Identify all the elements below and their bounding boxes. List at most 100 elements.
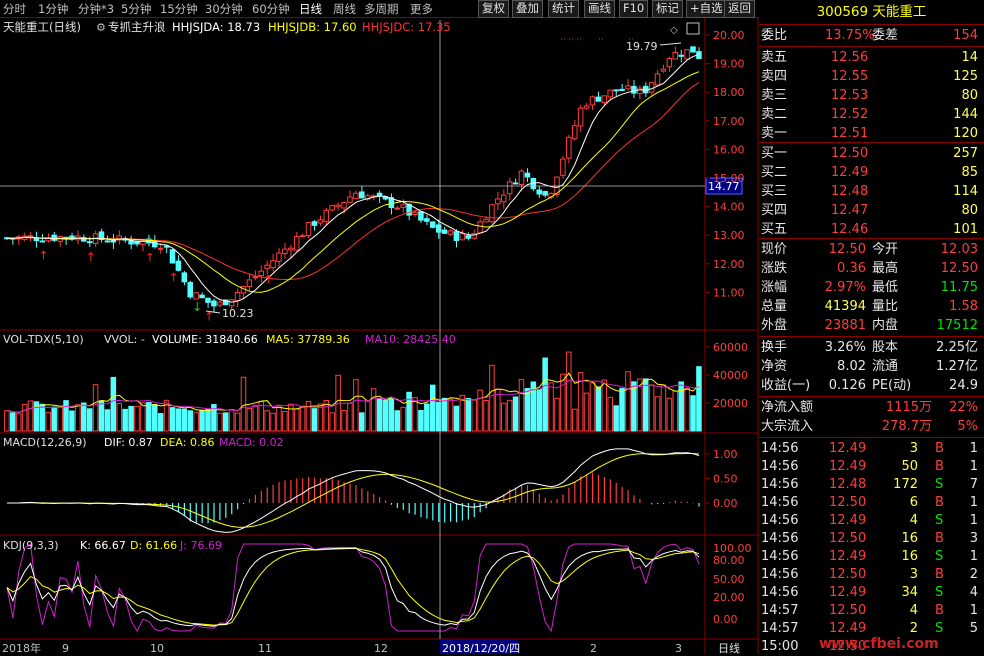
tf-5min[interactable]: 5分钟	[121, 2, 152, 16]
volume-bar	[282, 410, 288, 432]
stat-label: PE(动)	[872, 378, 912, 393]
volume-bar	[4, 410, 10, 432]
diamond-icon[interactable]: ◇	[670, 25, 678, 36]
back-button[interactable]: 返回	[724, 0, 755, 18]
chart-area[interactable]: ↑ ↑ ↑↑↓↑↑·· ·· ·· ·· ·· 14.77 天能重工(日线) ⚙ 专抓主升浪…	[0, 18, 759, 654]
tf-fenshi[interactable]: 分时	[3, 2, 26, 16]
tick-price: 12.50	[829, 531, 867, 546]
stat-value: 0.36	[837, 261, 866, 276]
stats-button[interactable]: 统计	[548, 0, 579, 18]
tf-daily[interactable]: 日线	[299, 2, 322, 16]
tf-60min[interactable]: 60分钟	[252, 2, 290, 16]
tick-row: 14:57 12.49 2 S 5	[759, 619, 984, 638]
tick-count: 7	[969, 477, 978, 492]
candle-body	[359, 191, 365, 199]
candle-body	[157, 247, 164, 250]
volume-bar	[518, 378, 525, 432]
vol-title[interactable]: VOL-TDX(5,10)	[3, 333, 84, 346]
tf-multi[interactable]: 多周期	[364, 2, 399, 16]
gear-icon[interactable]: ⚙	[96, 21, 106, 34]
fuquan-button[interactable]: 复权	[478, 0, 509, 18]
tick-side: B	[935, 441, 944, 456]
candle-body	[98, 231, 105, 240]
period-label[interactable]: 日线	[718, 641, 740, 654]
axis-label: 19.00	[713, 58, 745, 71]
tf-more[interactable]: 更多	[410, 2, 433, 16]
tf-30min[interactable]: 30分钟	[205, 2, 243, 16]
candle-body	[512, 182, 519, 185]
kdj-title[interactable]: KDJ(9,3,3)	[3, 539, 59, 552]
tf-3min[interactable]: 分钟*3	[78, 2, 115, 16]
indicator-name[interactable]: 专抓主升浪	[108, 20, 166, 34]
candle-body	[388, 197, 395, 209]
candle-body	[684, 49, 690, 60]
tf-15min[interactable]: 15分钟	[160, 2, 198, 16]
mark-button[interactable]: 标记	[652, 0, 683, 18]
candle-body	[566, 136, 572, 159]
ask-volume: 125	[953, 69, 978, 84]
vol-volume: VOLUME: 31840.66	[152, 333, 258, 346]
ask-row: 卖四 12.55 125	[759, 67, 984, 86]
stat-value: 17512	[936, 318, 978, 333]
tick-volume: 16	[901, 531, 918, 546]
volume-bar	[684, 387, 690, 432]
kdj-k-line	[6, 547, 700, 627]
stat-value: 12.03	[940, 242, 978, 257]
candle-body	[483, 218, 489, 223]
candle-body	[577, 107, 584, 127]
volume-bar	[15, 413, 22, 432]
volume-bar	[51, 406, 57, 432]
volume-bar	[359, 412, 365, 432]
candle-body	[258, 270, 264, 277]
volume-bar	[45, 411, 52, 432]
draw-button[interactable]: 画线	[584, 0, 615, 18]
f10-button[interactable]: F10	[619, 0, 649, 18]
volume-bar	[181, 408, 188, 432]
divider	[759, 24, 984, 25]
candle-body	[323, 209, 330, 223]
tick-row: 14:56 12.49 4 S 1	[759, 511, 984, 530]
kdj-k: K: 66.67	[80, 539, 126, 552]
kdj-d-line	[6, 547, 700, 626]
axis-label: 0.50	[713, 473, 738, 486]
candle-body	[51, 234, 57, 241]
ind-c-value: HHJSJDC: 17.35	[362, 20, 451, 34]
ask-row: 卖五 12.56 14	[759, 48, 984, 67]
kdj-j-line	[6, 543, 700, 633]
volume-bar	[500, 402, 507, 432]
candlestick-pane: ↑ ↑ ↑↑↓↑↑·· ·· ·· ·· ··	[4, 35, 702, 324]
ask-label: 卖一	[761, 126, 788, 141]
window-toggle-icon[interactable]	[686, 22, 700, 35]
weibi-value: 13.75%	[825, 28, 875, 43]
add-watch-button[interactable]: +自选	[686, 0, 727, 18]
candle-body	[429, 221, 436, 228]
stock-code-name[interactable]: 300569 天能重工	[816, 4, 927, 20]
axis-label: 15.00	[713, 172, 745, 185]
signal-dot: ··	[576, 35, 582, 45]
volume-pane	[4, 351, 702, 432]
tf-weekly[interactable]: 周线	[333, 2, 356, 16]
ask-price: 12.55	[831, 69, 869, 84]
ask-price: 12.56	[831, 50, 869, 65]
candle-body	[589, 96, 596, 106]
volume-bar	[530, 381, 537, 432]
volume-bar	[495, 388, 501, 432]
volume-bar	[187, 410, 193, 432]
macd-title[interactable]: MACD(12,26,9)	[3, 436, 87, 449]
stat-value: 24.9	[949, 378, 978, 393]
volume-bar	[631, 381, 637, 432]
vol-ma10-line	[6, 379, 700, 413]
stat-label: 外盘	[761, 318, 788, 333]
volume-bar	[660, 384, 667, 432]
tf-1min[interactable]: 1分钟	[38, 2, 69, 16]
candle-body	[583, 105, 590, 109]
macd-axis: 1.00 0.50 0.00	[705, 448, 738, 510]
ask-price: 12.53	[831, 88, 869, 103]
ask-label: 卖三	[761, 88, 788, 103]
candle-body	[39, 240, 46, 243]
tick-row: 14:56 12.48 172 S 7	[759, 475, 984, 494]
candle-body	[86, 241, 93, 244]
volume-bar	[305, 401, 312, 432]
overlay-button[interactable]: 叠加	[512, 0, 543, 18]
tick-count: 3	[969, 531, 978, 546]
